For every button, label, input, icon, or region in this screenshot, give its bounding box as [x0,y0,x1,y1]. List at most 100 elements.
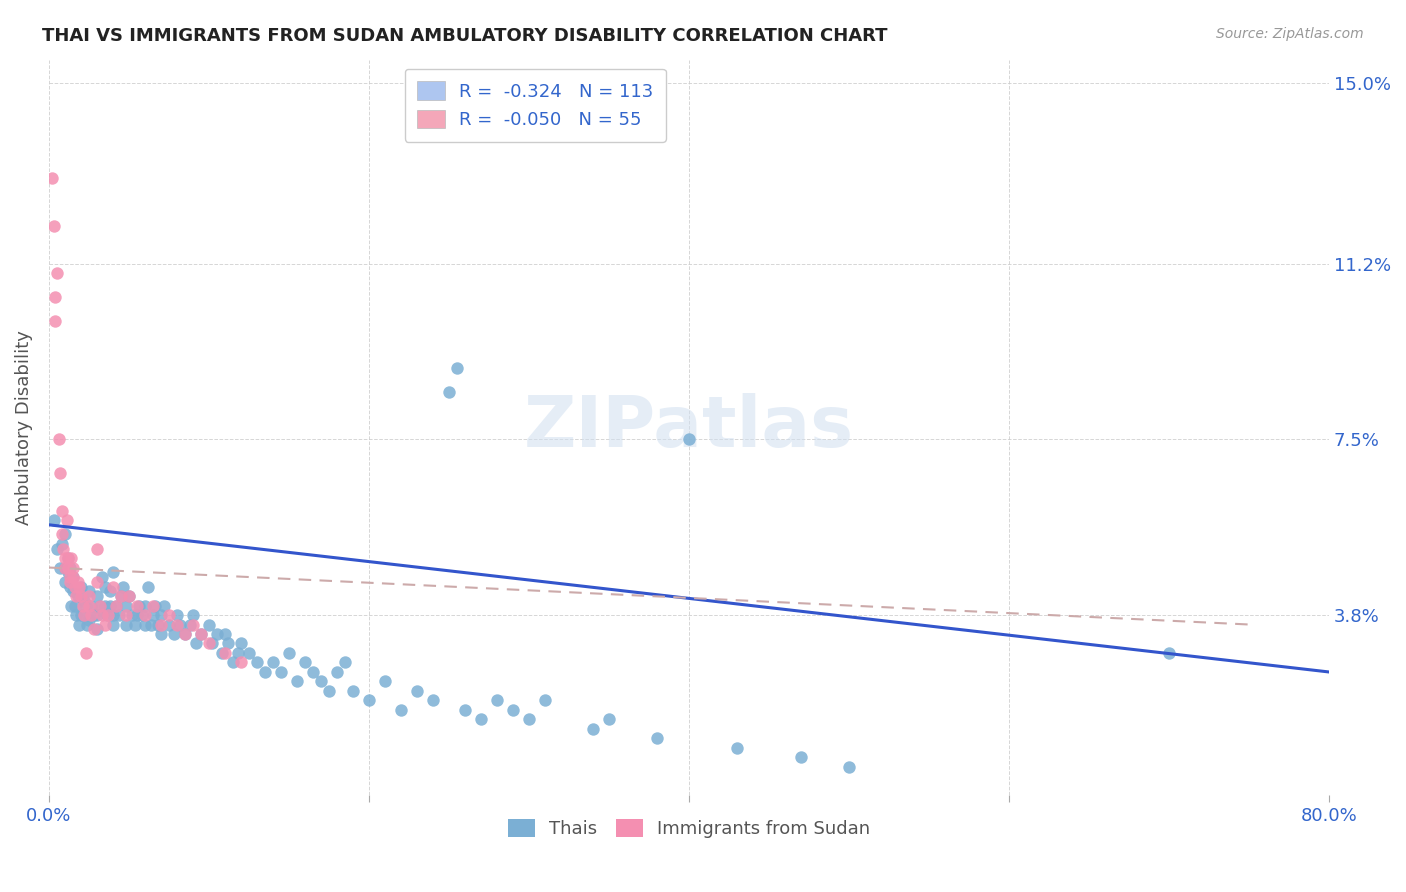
Point [422,693,444,707]
Point [42,513,65,527]
Point [141,617,163,632]
Text: THAI VS IMMIGRANTS FROM SUDAN AMBULATORY DISABILITY CORRELATION CHART: THAI VS IMMIGRANTS FROM SUDAN AMBULATORY… [42,27,887,45]
Point [73,607,96,622]
Point [181,617,204,632]
Point [101,580,124,594]
Point [285,674,308,689]
Point [238,646,260,660]
Point [55,513,77,527]
Point [77,613,100,627]
Point [333,656,356,670]
Point [470,713,492,727]
Point [1157,646,1180,660]
Point [128,599,150,613]
Point [77,584,100,599]
Point [318,684,340,698]
Point [98,584,121,599]
Point [49,560,72,574]
Point [134,607,156,622]
Point [190,627,212,641]
Legend: Thais, Immigrants from Sudan: Thais, Immigrants from Sudan [501,812,877,846]
Point [62,570,84,584]
Point [53,574,76,589]
Point [118,589,141,603]
Point [598,713,620,727]
Point [309,674,332,689]
Point [125,599,148,613]
Point [214,627,236,641]
Point [105,599,128,613]
Point [118,589,141,603]
Point [517,713,540,727]
Point [136,580,159,594]
Point [52,541,75,556]
Point [374,674,396,689]
Point [56,566,79,580]
Point [278,646,301,660]
Text: Source: ZipAtlas.com: Source: ZipAtlas.com [1216,27,1364,41]
Point [86,622,108,636]
Point [205,627,228,641]
Y-axis label: Ambulatory Disability: Ambulatory Disability [15,330,32,524]
Point [70,607,93,622]
Point [65,607,87,622]
Point [53,527,76,541]
Point [211,646,233,660]
Point [166,607,188,622]
Point [101,566,124,580]
Point [98,599,121,613]
Point [86,541,108,556]
Point [134,599,156,613]
Point [114,617,136,632]
Point [63,599,86,613]
Point [214,646,236,660]
Point [79,599,101,613]
Point [51,537,73,551]
Point [645,731,668,746]
Point [389,703,412,717]
Point [110,589,132,603]
Point [201,636,224,650]
Point [114,599,136,613]
Point [198,617,221,632]
Point [326,665,349,679]
Point [142,599,165,613]
Point [190,627,212,641]
Point [86,574,108,589]
Point [725,740,748,755]
Point [62,560,84,574]
Point [111,580,134,594]
Point [41,171,63,186]
Point [46,541,69,556]
Point [262,656,284,670]
Point [437,384,460,399]
Point [294,656,316,670]
Point [179,617,201,632]
Point [65,589,87,603]
Point [90,570,112,584]
Point [838,760,860,774]
Point [149,627,172,641]
Point [90,607,112,622]
Point [51,527,73,541]
Point [44,314,66,328]
Point [66,574,89,589]
Point [222,656,245,670]
Point [59,574,82,589]
Point [246,656,269,670]
Text: ZIPatlas: ZIPatlas [524,393,853,462]
Point [485,693,508,707]
Point [53,560,76,574]
Point [270,665,292,679]
Point [157,617,180,632]
Point [110,589,132,603]
Point [42,219,65,233]
Point [406,684,429,698]
Point [75,599,97,613]
Point [582,722,605,736]
Point [46,266,69,280]
Point [76,617,98,632]
Point [114,607,136,622]
Point [72,599,94,613]
Point [157,607,180,622]
